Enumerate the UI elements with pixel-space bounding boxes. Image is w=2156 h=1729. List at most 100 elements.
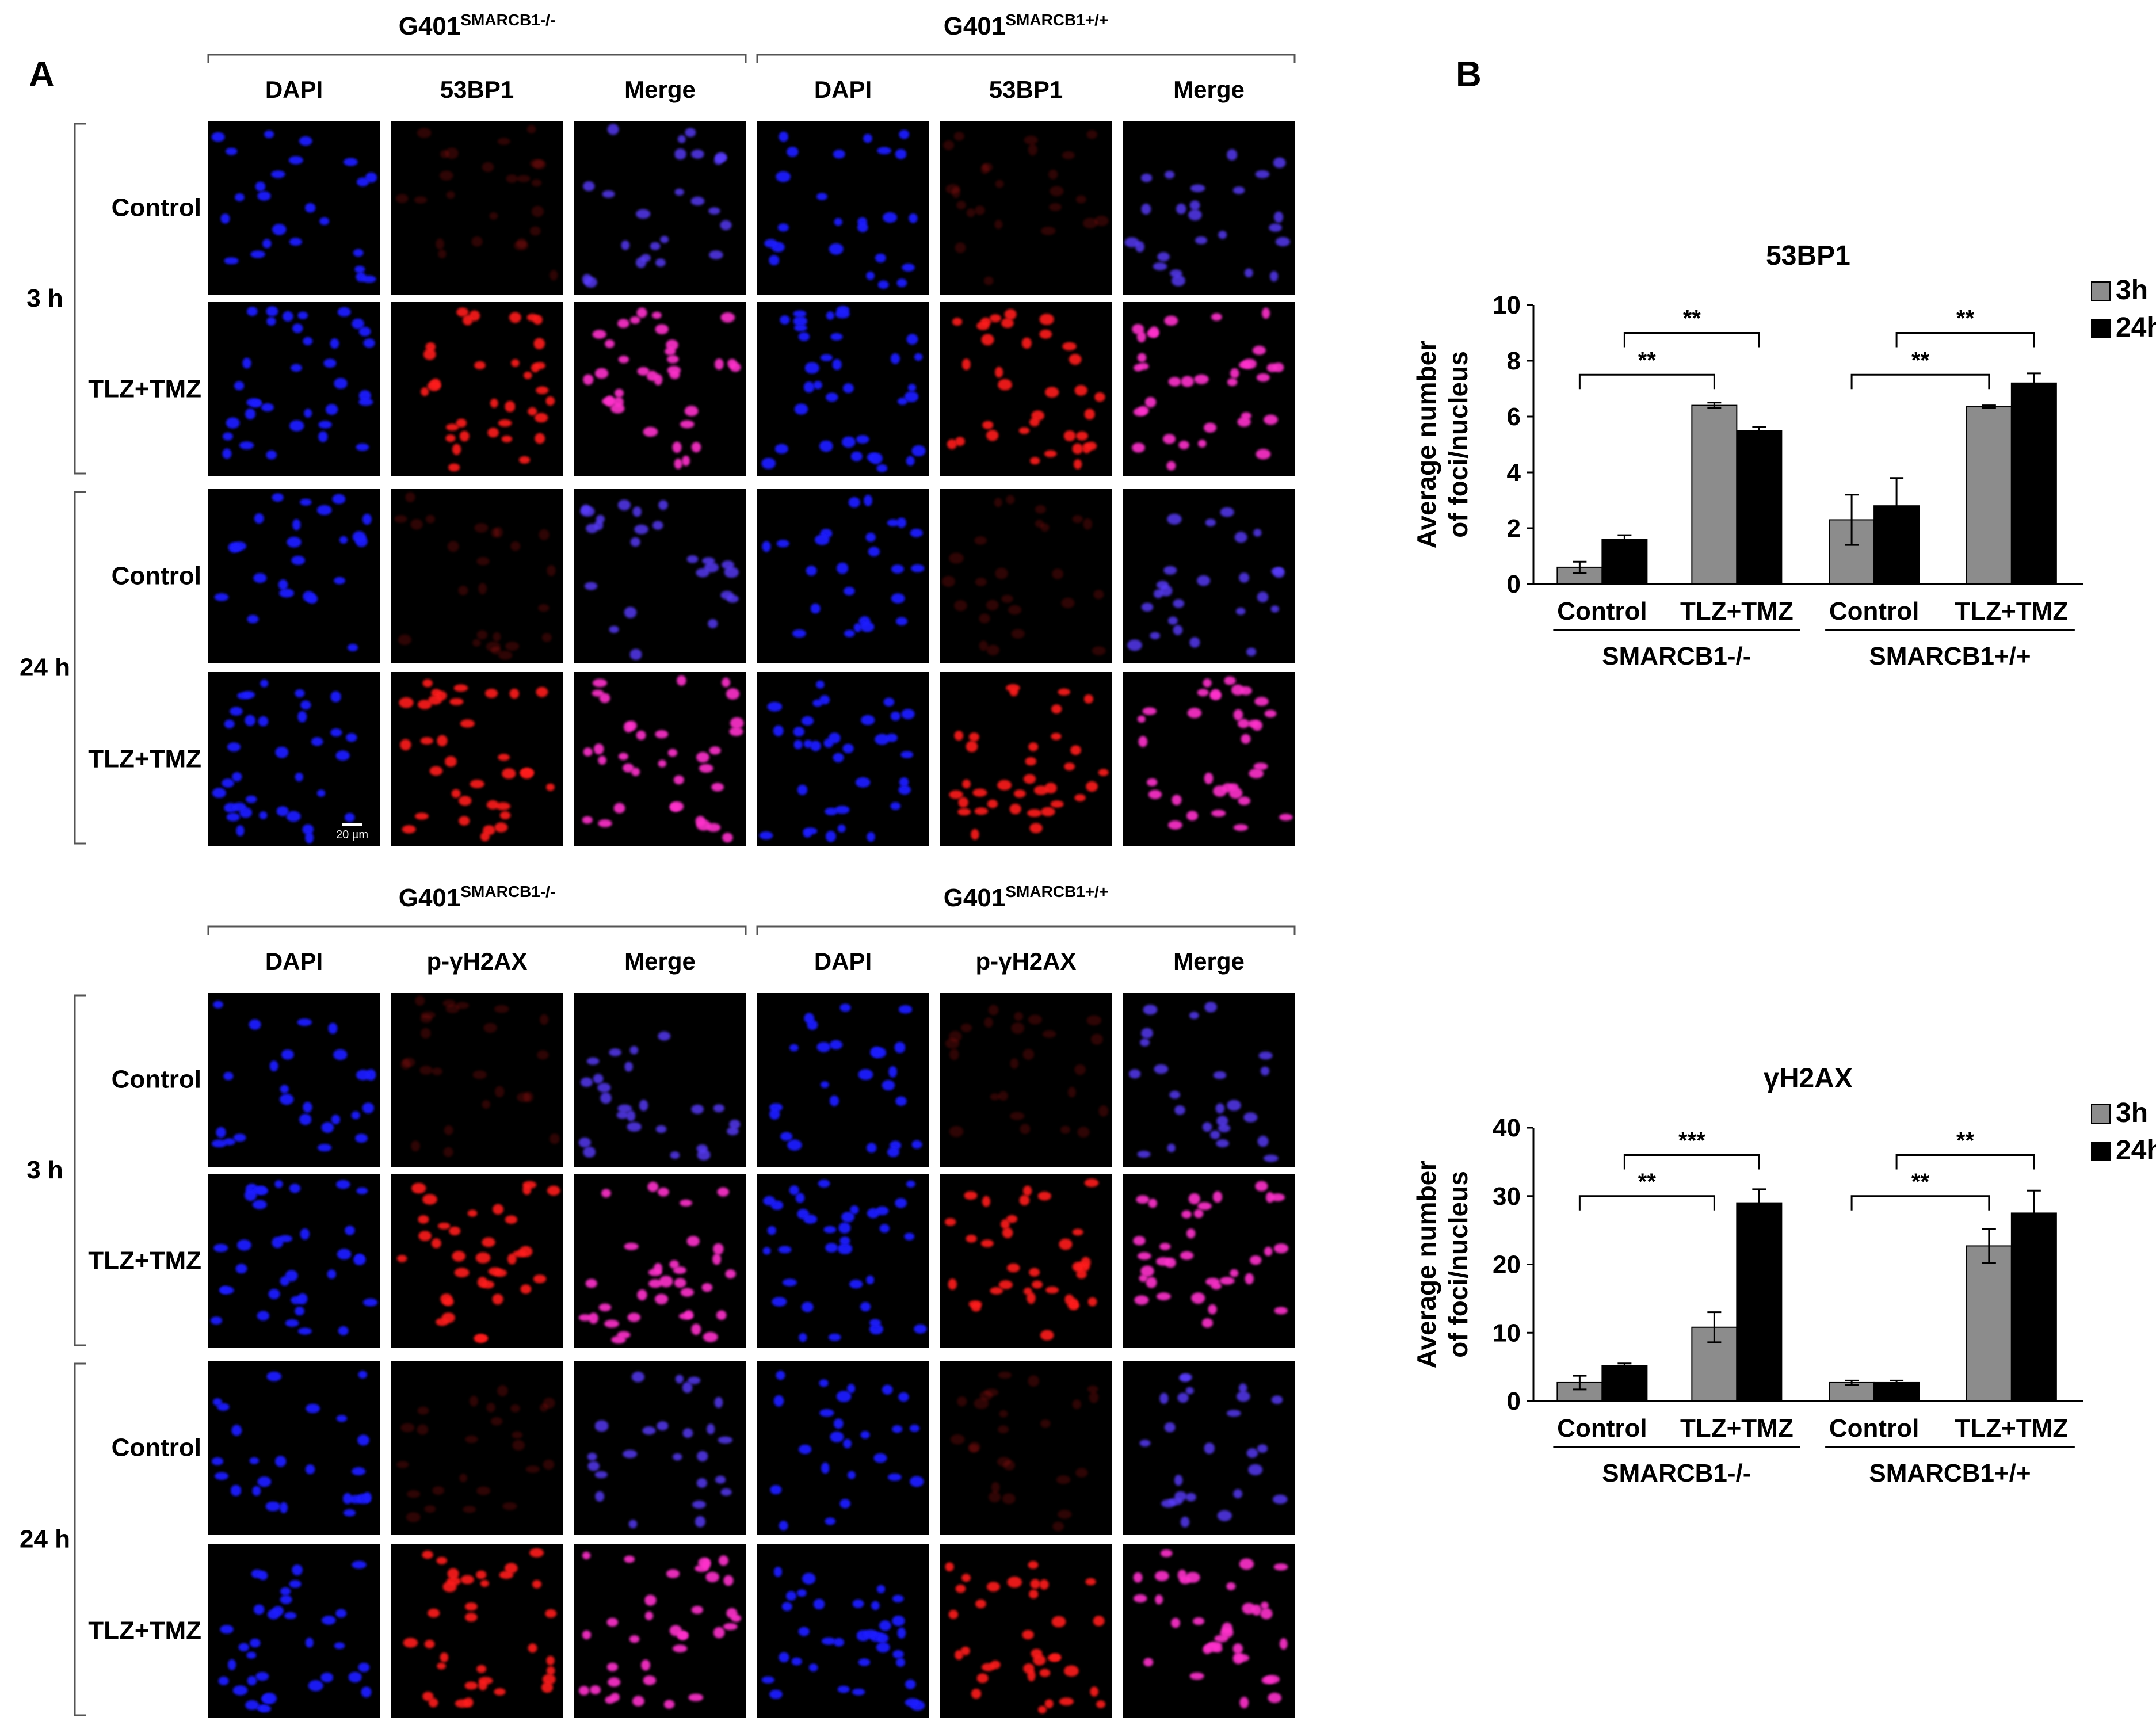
significance-marker: **: [1956, 1128, 1975, 1154]
significance-marker: **: [1911, 1169, 1930, 1194]
row-label: TLZ+TMZ: [88, 745, 201, 773]
column-label: DAPI: [814, 76, 872, 103]
y-tick-label: 6: [1507, 403, 1521, 431]
y-tick-label: 0: [1507, 570, 1521, 598]
micrograph-4-3: [574, 1544, 746, 1718]
micrograph-3-4: [757, 1361, 929, 1535]
bar-24h-4: [2010, 1212, 2057, 1402]
micrograph-4-1: [208, 1544, 380, 1718]
legend-label: 24h: [2116, 312, 2156, 343]
column-label: Merge: [624, 948, 696, 975]
micrograph-2-1: [208, 302, 380, 476]
micrograph-1-3: [574, 993, 746, 1167]
micrograph-4-3: [574, 672, 746, 846]
time-bracket: [74, 994, 86, 1346]
micrograph-1-6: [1123, 121, 1295, 295]
column-label: 53BP1: [989, 76, 1063, 103]
micrograph-2-4: [757, 302, 929, 476]
micrograph-2-5: [940, 302, 1112, 476]
micrograph-3-3: [574, 489, 746, 663]
micrograph-4-4: [757, 1544, 929, 1718]
time-bracket: [74, 491, 86, 845]
error-bar: [1982, 404, 1996, 409]
micrograph-1-2: [391, 121, 563, 295]
error-bar: [1707, 402, 1722, 409]
y-axis-label: Average number: [1411, 1161, 1441, 1368]
legend-swatch-3h: [2091, 1104, 2111, 1124]
bar-3h-2: [1691, 404, 1738, 585]
micrograph-2-1: [208, 1174, 380, 1348]
column-label: DAPI: [814, 948, 872, 975]
x-tick-label: TLZ+TMZ: [1955, 597, 2068, 625]
micrograph-4-5: [940, 672, 1112, 846]
micrograph-2-6: [1123, 302, 1295, 476]
legend-label: 3h: [2116, 275, 2148, 306]
significance-marker: **: [1956, 306, 1975, 331]
micrograph-3-1: [208, 489, 380, 663]
row-label: TLZ+TMZ: [88, 375, 201, 403]
micrograph-1-6: [1123, 993, 1295, 1167]
y-tick-label: 40: [1493, 1114, 1521, 1142]
row-label: TLZ+TMZ: [88, 1247, 201, 1275]
bar-24h-2: [1736, 430, 1783, 585]
x-tick-label: Control: [1829, 1414, 1919, 1442]
micrograph-4-5: [940, 1544, 1112, 1718]
legend-label: 3h: [2116, 1098, 2148, 1128]
significance-bracket: [1850, 1195, 1990, 1211]
column-label: 53BP1: [440, 76, 514, 103]
time-label: 24 h: [20, 654, 70, 682]
error-bar: [1982, 1228, 1996, 1264]
group-label: SMARCB1+/+: [1869, 1459, 2031, 1487]
time-label: 3 h: [26, 284, 63, 312]
significance-marker: ***: [1678, 1128, 1705, 1154]
micrograph-2-6: [1123, 1174, 1295, 1348]
error-bar: [1752, 1188, 1766, 1217]
error-bar: [1573, 560, 1587, 574]
micrograph-4-6: [1123, 672, 1295, 846]
microscopy-block-2: G401SMARCB1-/- G401SMARCB1+/+ DAPI p-γH2AX M…: [20, 883, 1296, 1718]
column-label: p-γH2AX: [975, 948, 1076, 975]
group-header: G401SMARCB1+/+: [944, 11, 1109, 40]
micrograph-4-4: [757, 672, 929, 846]
x-tick-label: Control: [1557, 597, 1647, 625]
y-tick-label: 20: [1493, 1251, 1521, 1279]
column-label: Merge: [1173, 948, 1245, 975]
micrograph-1-5: [940, 993, 1112, 1167]
group-bracket: [756, 54, 1296, 63]
significance-marker: **: [1683, 306, 1701, 331]
error-bar: [1617, 534, 1632, 545]
column-label: Merge: [624, 76, 696, 103]
micrograph-3-6: [1123, 489, 1295, 663]
column-label: Merge: [1173, 76, 1245, 103]
micrograph-2-3: [574, 1174, 746, 1348]
y-tick-label: 2: [1507, 514, 1521, 543]
micrograph-4-2: [391, 672, 563, 846]
y-tick-label: 10: [1493, 291, 1521, 319]
micrograph-2-2: [391, 1174, 563, 1348]
legend-swatch-24h: [2091, 319, 2111, 338]
significance-marker: **: [1911, 348, 1930, 373]
time-bracket: [74, 1362, 86, 1716]
y-tick-label: 4: [1507, 459, 1521, 487]
error-bar: [1573, 1375, 1587, 1391]
legend-label: 24h: [2116, 1135, 2156, 1166]
micrograph-3-3: [574, 1361, 746, 1535]
legend-swatch-3h: [2091, 281, 2111, 301]
bar-24h-4: [2010, 382, 2057, 585]
legend-swatch-24h: [2091, 1142, 2111, 1161]
micrograph-1-1: [208, 993, 380, 1167]
group-bracket: [207, 54, 747, 63]
error-bar: [1752, 426, 1766, 435]
group-header: G401SMARCB1+/+: [944, 883, 1109, 912]
bar-24h-2: [1736, 1202, 1783, 1402]
micrograph-2-2: [391, 302, 563, 476]
micrograph-2-5: [940, 1174, 1112, 1348]
time-label: 24 h: [20, 1525, 70, 1554]
column-label: DAPI: [265, 948, 323, 975]
time-bracket: [74, 123, 86, 475]
group-label: SMARCB1-/-: [1602, 1459, 1751, 1487]
row-label: Control: [112, 562, 201, 590]
significance-bracket: [1895, 332, 2035, 348]
bar-chart-2: γH2AX 0 10 20 30 40 Average number of foci/nucl…: [1411, 1063, 2156, 1487]
